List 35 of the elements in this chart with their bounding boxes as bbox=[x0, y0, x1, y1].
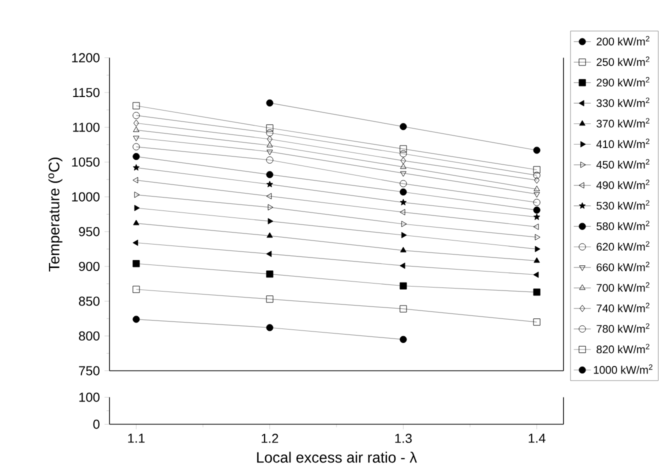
legend-label: 660 kW/m$^{2}$ bbox=[596, 262, 650, 272]
y-tick-label: 850 bbox=[78, 296, 100, 306]
y-tick-label: 900 bbox=[79, 262, 100, 271]
y-axis-title: Temperature ($^{o}$C) bbox=[48, 158, 62, 272]
y-tick-label: 100 bbox=[79, 392, 100, 402]
legend-label: 370 kW/m$^{2}$ bbox=[596, 118, 650, 128]
y-tick-label: 1200 bbox=[72, 53, 100, 62]
legend-label: 200 kW/m$^{2}$ bbox=[596, 36, 650, 46]
legend-label: 700 kW/m$^{2}$ bbox=[596, 282, 650, 292]
y-tick-label: 1050 bbox=[72, 157, 100, 167]
legend-label: 580 kW/m$^{2}$ bbox=[596, 220, 650, 230]
legend-label: 740 kW/m$^{2}$ bbox=[596, 302, 650, 312]
x-tick-label: 1.3 bbox=[395, 434, 412, 443]
y-tick-label: 950 bbox=[79, 227, 100, 236]
x-tick-label: 1.4 bbox=[528, 434, 546, 443]
legend-label: 530 kW/m$^{2}$ bbox=[596, 200, 650, 210]
legend-label: 780 kW/m$^{2}$ bbox=[596, 323, 650, 333]
y-tick-label: 1150 bbox=[73, 88, 100, 98]
legend-label: 620 kW/m$^{2}$ bbox=[596, 241, 650, 251]
y-tick-label: 1100 bbox=[73, 122, 100, 132]
legend-label: 450 kW/m$^{2}$ bbox=[596, 159, 650, 169]
y-tick-label: 0 bbox=[93, 420, 100, 429]
legend-label: 410 kW/m$^{2}$ bbox=[596, 138, 650, 148]
y-tick-label: 800 bbox=[78, 331, 100, 341]
legend-label: 250 kW/m$^{2}$ bbox=[596, 56, 650, 66]
x-tick-label: 1.1 bbox=[128, 434, 145, 443]
legend-label: 820 kW/m$^{2}$ bbox=[596, 344, 650, 354]
x-axis-title: Local excess air ratio - λ bbox=[257, 452, 417, 463]
legend-label: 290 kW/m$^{2}$ bbox=[596, 77, 650, 86]
y-tick-label: 750 bbox=[79, 366, 100, 376]
legend-label: 1000 kW/m$^{2}$ bbox=[594, 364, 652, 374]
legend-label: 490 kW/m$^{2}$ bbox=[596, 180, 650, 190]
legend-label: 330 kW/m$^{2}$ bbox=[596, 98, 650, 107]
y-tick-label: 1000 bbox=[72, 192, 100, 202]
x-tick-label: 1.2 bbox=[262, 434, 278, 443]
